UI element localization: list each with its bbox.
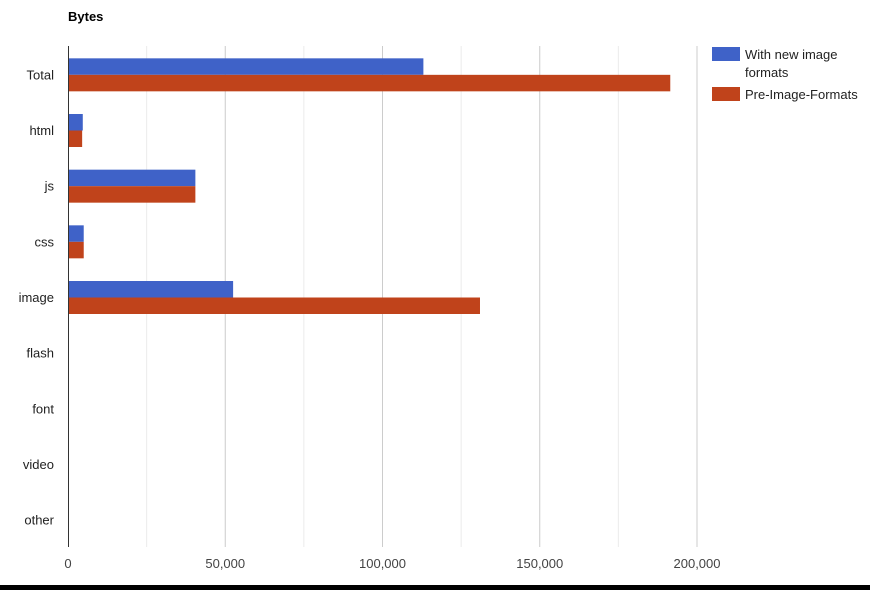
category-label-css: css bbox=[35, 234, 55, 249]
bar-pre-image-formats-css bbox=[68, 241, 84, 259]
chart-title: Bytes bbox=[68, 9, 103, 24]
bottom-border bbox=[0, 585, 870, 590]
legend-swatch-with-new-image-formats bbox=[712, 47, 740, 61]
bar-with-new-image-formats-css bbox=[68, 225, 84, 242]
category-label-flash: flash bbox=[27, 346, 54, 361]
category-label-other: other bbox=[24, 513, 54, 528]
x-tick-label: 100,000 bbox=[359, 556, 406, 571]
legend-swatch-pre-image-formats bbox=[712, 87, 740, 101]
gridlines bbox=[146, 46, 698, 547]
category-label-total: Total bbox=[27, 67, 55, 82]
bar-pre-image-formats-image bbox=[68, 297, 480, 314]
bar-with-new-image-formats-total bbox=[68, 58, 424, 75]
legend-label-pre-image-formats: Pre-Image-Formats bbox=[745, 87, 858, 102]
category-label-image: image bbox=[19, 290, 54, 305]
x-tick-label: 50,000 bbox=[205, 556, 245, 571]
bar-with-new-image-formats-js bbox=[68, 169, 196, 187]
category-label-html: html bbox=[29, 123, 54, 138]
axes: 0 50,000 100,000 150,000 200,000 Total html js c… bbox=[19, 46, 721, 571]
legend-label-with-new-image-formats: With new image formats bbox=[745, 47, 837, 80]
bars bbox=[68, 58, 671, 314]
bar-with-new-image-formats-html bbox=[68, 114, 83, 131]
bar-pre-image-formats-total bbox=[68, 74, 671, 92]
bar-pre-image-formats-js bbox=[68, 186, 196, 203]
category-label-js: js bbox=[44, 179, 55, 194]
x-tick-label: 150,000 bbox=[516, 556, 563, 571]
category-label-video: video bbox=[23, 457, 54, 472]
bar-with-new-image-formats-image bbox=[68, 281, 234, 298]
category-label-font: font bbox=[32, 401, 54, 416]
x-tick-label: 0 bbox=[64, 556, 71, 571]
legend: With new image formats Pre-Image-Formats bbox=[712, 47, 858, 102]
x-tick-label: 200,000 bbox=[674, 556, 721, 571]
bar-pre-image-formats-html bbox=[68, 130, 83, 147]
